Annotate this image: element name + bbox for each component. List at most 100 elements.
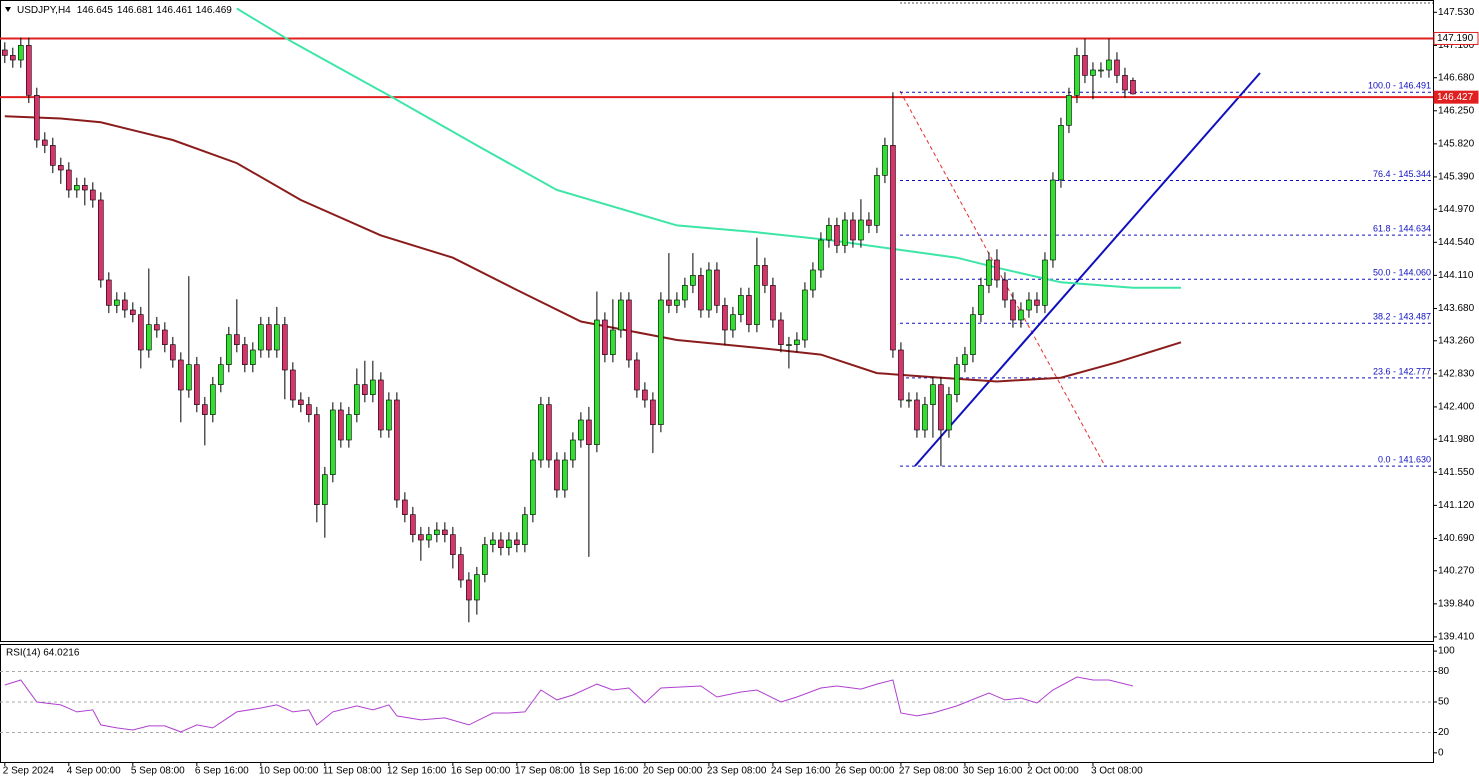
candle-body: [106, 279, 112, 306]
candle-body: [306, 404, 312, 415]
fib-label: 100.0 - 146.491: [1368, 81, 1431, 91]
candle-body: [786, 344, 792, 346]
candle-body: [970, 314, 976, 355]
candle-body: [770, 285, 776, 321]
candle-body: [1114, 59, 1120, 76]
x-tick-label: 6 Sep 16:00: [195, 766, 249, 777]
candle-body: [210, 384, 216, 415]
fib-label: 23.6 - 142.777: [1373, 366, 1431, 376]
price-panel-frame: [0, 0, 1434, 642]
candle-body: [946, 394, 952, 431]
candle-body: [1082, 55, 1088, 76]
candle-body: [930, 384, 936, 405]
price-label-box: [1433, 90, 1479, 104]
y-tick-label: 141.550: [1438, 467, 1475, 478]
candle-body: [90, 189, 96, 201]
y-tick-label: 145.820: [1438, 138, 1475, 149]
y-tick-label: 144.540: [1438, 237, 1475, 248]
candle-body: [1090, 69, 1096, 76]
fib-label: 38.2 - 143.487: [1373, 312, 1431, 322]
candle-body: [290, 369, 296, 401]
candle-body: [26, 45, 32, 96]
y-tick-label: 142.400: [1438, 402, 1475, 413]
fib-diagonal: [899, 90, 1106, 467]
header: USDJPY,H4 146.645 146.681 146.461 146.469: [17, 5, 232, 16]
candle-body: [658, 299, 664, 425]
candle-body: [730, 314, 736, 331]
candle-body: [762, 265, 768, 286]
x-tick-label: 5 Sep 08:00: [131, 766, 185, 777]
candle-body: [450, 534, 456, 555]
candle-body: [978, 285, 984, 315]
candle-body: [338, 409, 344, 441]
x-tick-label: 3 Oct 08:00: [1091, 766, 1143, 777]
x-tick-label: 20 Sep 00:00: [643, 766, 703, 777]
candle-body: [738, 295, 744, 315]
fib-label: 0.0 - 141.630: [1378, 455, 1431, 465]
x-tick-label: 27 Sep 08:00: [899, 766, 959, 777]
candle-body: [690, 275, 696, 286]
x-tick-label: 18 Sep 16:00: [579, 766, 639, 777]
candle-body: [466, 579, 472, 601]
candle-body: [162, 329, 168, 345]
candle-body: [626, 299, 632, 361]
candle-body: [2, 49, 8, 56]
candle-body: [874, 175, 880, 226]
trend-line: [914, 72, 1261, 467]
x-tick-label: 23 Sep 08:00: [707, 766, 767, 777]
candle-body: [826, 225, 832, 241]
candle-body: [346, 414, 352, 441]
candle-body: [42, 139, 48, 146]
candle-body: [986, 259, 992, 286]
candle-body: [642, 389, 648, 401]
candle-body: [522, 514, 528, 545]
candle-body: [866, 219, 872, 226]
y-tick-label: 145.390: [1438, 172, 1475, 183]
x-tick-label: 24 Sep 16:00: [771, 766, 831, 777]
candle-body: [354, 384, 360, 415]
candle-body: [810, 269, 816, 291]
candle-body: [514, 539, 520, 545]
candle-body: [114, 299, 120, 306]
moving-average: [236, 7, 1181, 289]
candle-body: [562, 459, 568, 491]
x-tick-label: 17 Sep 08:00: [515, 766, 575, 777]
close-value: 146.469: [196, 5, 233, 16]
candle-body: [1098, 69, 1104, 72]
candle-body: [890, 145, 896, 351]
x-tick-label: 4 Sep 00:00: [67, 766, 121, 777]
high-value: 146.681: [117, 5, 154, 16]
candle-body: [1122, 75, 1128, 91]
candle-body: [138, 314, 144, 351]
candle-body: [754, 265, 760, 325]
candle-body: [122, 299, 128, 311]
candle-body: [858, 219, 864, 241]
candle-body: [130, 309, 136, 315]
menu-triangle: [5, 7, 11, 12]
candle-body: [922, 404, 928, 431]
candle-body: [906, 399, 912, 402]
candle-body: [882, 145, 888, 176]
candle-body: [434, 529, 440, 535]
y-tick-label: 144.970: [1438, 204, 1475, 215]
rsi-tick-label: 80: [1438, 666, 1450, 677]
candle-body: [194, 364, 200, 405]
candle-body: [202, 404, 208, 415]
y-tick-label: 143.680: [1438, 303, 1475, 314]
y-tick-label: 142.830: [1438, 368, 1475, 379]
candle-body: [714, 269, 720, 306]
candle-body: [66, 169, 72, 191]
x-tick-label: 16 Sep 00:00: [451, 766, 511, 777]
low-value: 146.461: [156, 5, 193, 16]
candle-body: [274, 324, 280, 351]
candle-body: [794, 339, 800, 345]
fib-label: 76.4 - 145.344: [1373, 169, 1431, 179]
candle-body: [298, 399, 304, 405]
candle-body: [218, 364, 224, 385]
candle-body: [394, 399, 400, 501]
candle-body: [682, 285, 688, 301]
y-tick-label: 141.120: [1438, 500, 1475, 511]
rsi-tick-label: 50: [1438, 697, 1450, 708]
